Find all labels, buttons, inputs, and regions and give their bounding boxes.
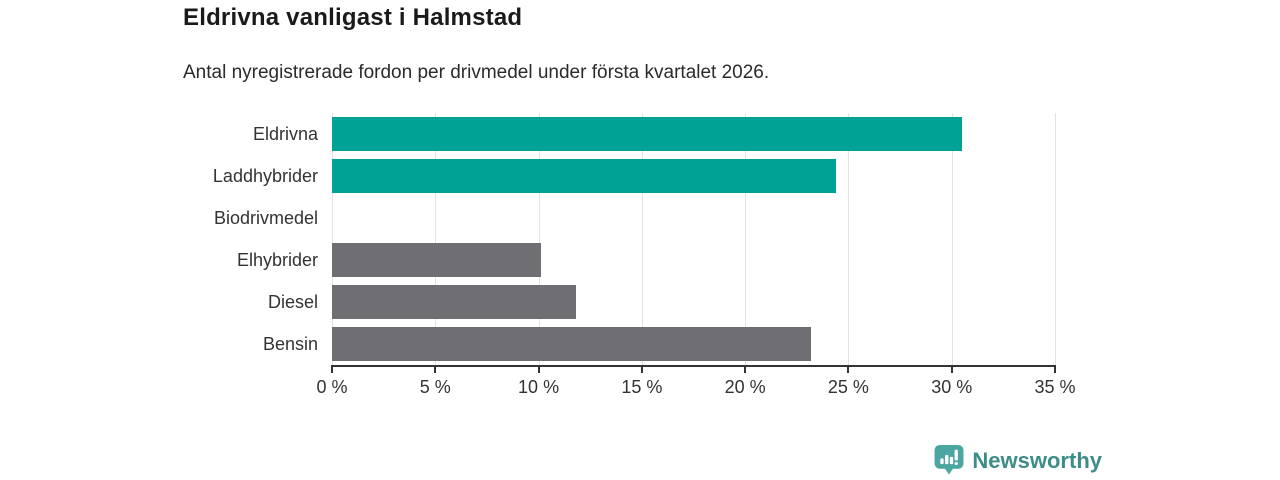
x-axis-tick <box>434 365 437 373</box>
bar-bensin <box>332 327 812 361</box>
x-axis-tick-label: 0 % <box>316 377 348 397</box>
x-axis-tick <box>1054 365 1056 373</box>
y-axis-label: Laddhybrider <box>212 166 318 186</box>
bar-row <box>332 239 1055 281</box>
x-axis-tick <box>950 365 953 373</box>
x-axis-tick-label: 20 % <box>724 377 766 397</box>
plot-area <box>332 113 1056 365</box>
gridline <box>538 113 540 365</box>
x-axis-tick <box>744 365 747 373</box>
bar-row <box>332 323 1055 365</box>
bar-diesel <box>332 285 576 319</box>
gridline <box>641 113 643 365</box>
y-axis-label: Biodrivmedel <box>213 208 318 228</box>
x-axis: 0 % 5 % 10 % 15 % 20 % 25 % 30 % 35 % <box>316 365 1076 405</box>
chart-subtitle: Antal nyregistrerade fordon per drivmede… <box>183 62 770 83</box>
x-axis-tick-label: 25 % <box>827 377 869 397</box>
bar-laddhybrider <box>332 159 837 193</box>
newsworthy-logo-icon <box>934 445 964 476</box>
x-axis-tick-label: 35 % <box>1034 377 1076 397</box>
bar-eldrivna <box>332 117 963 151</box>
bar-row <box>332 281 1055 323</box>
x-axis-tick-label: 5 % <box>419 377 451 397</box>
y-axis-label: Diesel <box>267 292 318 312</box>
bar-row <box>332 197 1055 239</box>
x-axis-tick-label: 10 % <box>518 377 560 397</box>
bar-row <box>332 113 1055 155</box>
x-axis-line <box>332 365 1055 367</box>
x-axis-tick <box>331 365 333 373</box>
x-axis-tick <box>640 365 643 373</box>
x-axis-tick-label: 30 % <box>931 377 973 397</box>
y-axis-label: Bensin <box>262 334 318 354</box>
brand-link[interactable]: Newsworthy <box>934 445 1102 476</box>
x-axis-tick <box>847 365 850 373</box>
y-axis-label: Elhybrider <box>236 250 318 270</box>
gridline <box>848 113 850 365</box>
bar-elhybrider <box>332 243 541 277</box>
x-axis-tick-label: 15 % <box>621 377 663 397</box>
gridline <box>745 113 747 365</box>
y-axis-labels: Eldrivna Laddhybrider Biodrivmedel Elhybrid… <box>0 113 318 365</box>
gridline <box>1055 113 1056 365</box>
chart-title: Eldrivna vanligast i Halmstad <box>183 4 523 31</box>
bar-row <box>332 155 1055 197</box>
y-axis-label: Eldrivna <box>252 124 318 144</box>
brand-name: Newsworthy <box>972 447 1102 473</box>
gridline <box>332 113 333 365</box>
gridline <box>435 113 437 365</box>
x-axis-tick <box>537 365 540 373</box>
gridline <box>951 113 953 365</box>
